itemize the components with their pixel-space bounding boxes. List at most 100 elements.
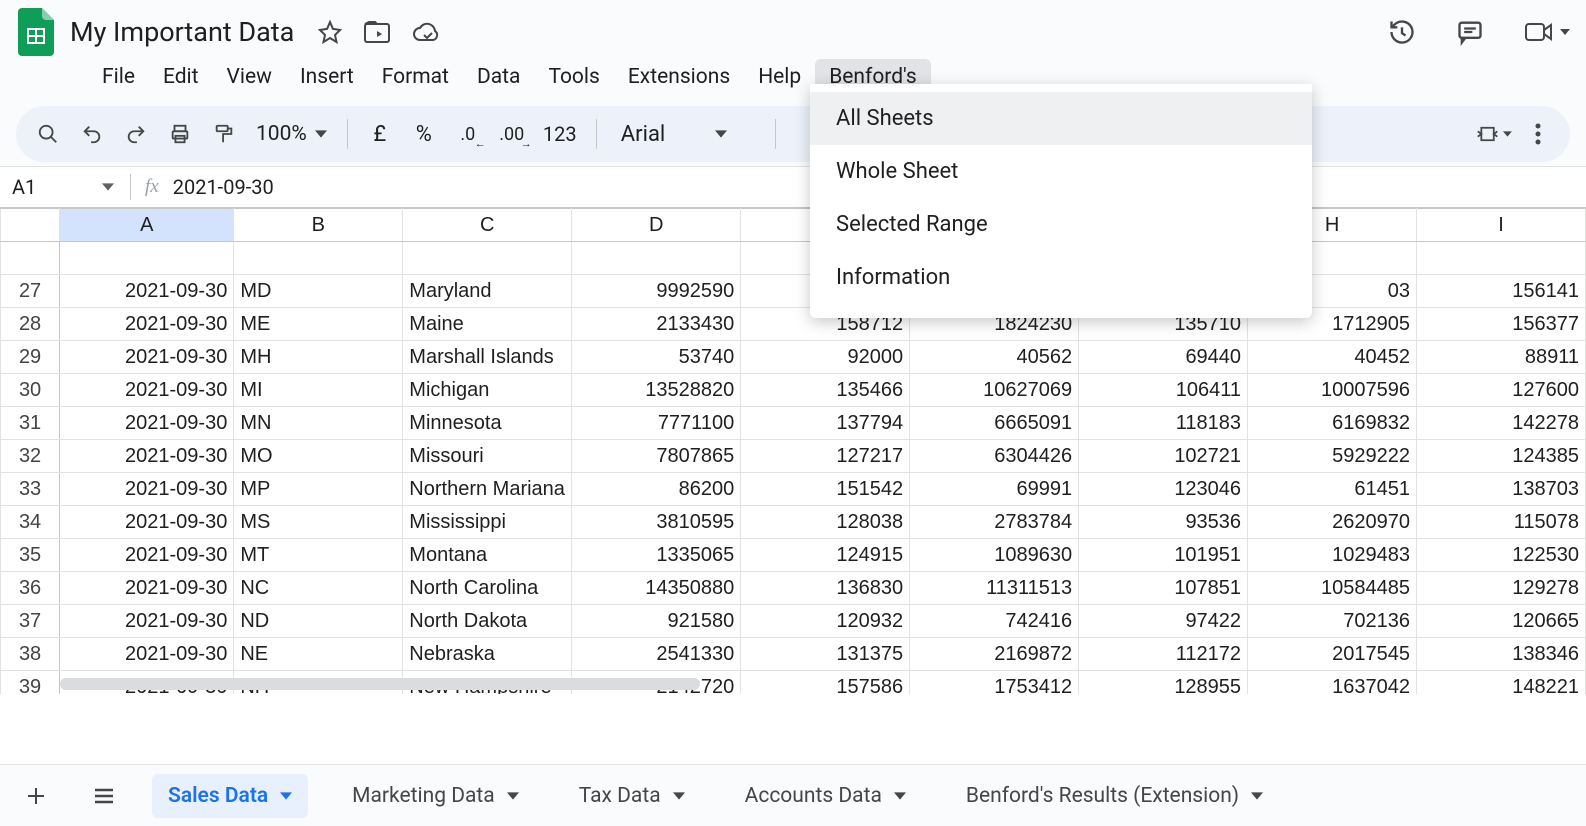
- cell[interactable]: 131375: [741, 638, 910, 671]
- row-header[interactable]: 37: [1, 605, 60, 638]
- grid-row[interactable]: 322021-09-30MOMissouri780786512721763044…: [1, 440, 1586, 473]
- cell[interactable]: 2021-09-30: [60, 275, 234, 308]
- cell[interactable]: 10584485: [1248, 572, 1417, 605]
- cell[interactable]: 1089630: [910, 539, 1079, 572]
- percent-button[interactable]: %: [406, 116, 442, 152]
- cell[interactable]: 7771100: [572, 407, 741, 440]
- cell[interactable]: 138346: [1417, 638, 1586, 671]
- column-header-C[interactable]: C: [403, 209, 572, 242]
- cell[interactable]: 2169872: [910, 638, 1079, 671]
- cell[interactable]: 2021-09-30: [60, 638, 234, 671]
- cell[interactable]: 137794: [741, 407, 910, 440]
- cell[interactable]: 2021-09-30: [60, 473, 234, 506]
- cell[interactable]: 128955: [1079, 671, 1248, 695]
- cell[interactable]: 151542: [741, 473, 910, 506]
- cell[interactable]: 1637042: [1248, 671, 1417, 695]
- cell[interactable]: 102721: [1079, 440, 1248, 473]
- currency-button[interactable]: £: [362, 116, 398, 152]
- increase-decimal-button[interactable]: .00→: [494, 116, 530, 152]
- cell[interactable]: North Carolina: [403, 572, 572, 605]
- grid-row[interactable]: 282021-09-30MEMaine213343015871218242301…: [1, 308, 1586, 341]
- cell[interactable]: 11311513: [910, 572, 1079, 605]
- cell[interactable]: 120932: [741, 605, 910, 638]
- grid-row[interactable]: 352021-09-30MTMontana1335065124915108963…: [1, 539, 1586, 572]
- cell[interactable]: 7807865: [572, 440, 741, 473]
- cell[interactable]: 128038: [741, 506, 910, 539]
- cell[interactable]: 120665: [1417, 605, 1586, 638]
- number-format-button[interactable]: 123: [538, 116, 582, 152]
- chevron-down-icon[interactable]: [280, 792, 292, 800]
- cell[interactable]: 921580: [572, 605, 741, 638]
- zoom-select[interactable]: 100%: [250, 122, 333, 146]
- cell[interactable]: 142278: [1417, 407, 1586, 440]
- row-header[interactable]: 31: [1, 407, 60, 440]
- row-header[interactable]: 35: [1, 539, 60, 572]
- cell[interactable]: MD: [234, 275, 403, 308]
- cell[interactable]: Michigan: [403, 374, 572, 407]
- menu-file[interactable]: File: [88, 59, 149, 95]
- row-header[interactable]: 28: [1, 308, 60, 341]
- cell[interactable]: 148221: [1417, 671, 1586, 695]
- cell[interactable]: NC: [234, 572, 403, 605]
- cell[interactable]: 136830: [741, 572, 910, 605]
- cell[interactable]: 53740: [572, 341, 741, 374]
- decrease-decimal-button[interactable]: .0←: [450, 116, 486, 152]
- cell[interactable]: ND: [234, 605, 403, 638]
- cell[interactable]: MP: [234, 473, 403, 506]
- cell[interactable]: 2133430: [572, 308, 741, 341]
- cell[interactable]: 9992590: [572, 275, 741, 308]
- cell[interactable]: Missouri: [403, 440, 572, 473]
- cell[interactable]: 2541330: [572, 638, 741, 671]
- grid-row[interactable]: 372021-09-30NDNorth Dakota92158012093274…: [1, 605, 1586, 638]
- cell[interactable]: MO: [234, 440, 403, 473]
- expand-toolbar-icon[interactable]: [1476, 116, 1512, 152]
- cell[interactable]: North Dakota: [403, 605, 572, 638]
- formula-input[interactable]: 2021-09-30: [173, 175, 274, 199]
- cell[interactable]: 2021-09-30: [60, 341, 234, 374]
- cell[interactable]: 3810595: [572, 506, 741, 539]
- menu-option-selected-range[interactable]: Selected Range: [810, 198, 1312, 251]
- cell[interactable]: 2783784: [910, 506, 1079, 539]
- cell[interactable]: 127600: [1417, 374, 1586, 407]
- sheet-tab-accounts-data[interactable]: Accounts Data: [729, 774, 922, 818]
- cell[interactable]: 14350880: [572, 572, 741, 605]
- row-header[interactable]: 36: [1, 572, 60, 605]
- cell[interactable]: 124915: [741, 539, 910, 572]
- cell[interactable]: 127217: [741, 440, 910, 473]
- cell[interactable]: 2021-09-30: [60, 374, 234, 407]
- cell[interactable]: 86200: [572, 473, 741, 506]
- cell[interactable]: Mississippi: [403, 506, 572, 539]
- column-header-I[interactable]: I: [1417, 209, 1586, 242]
- menu-option-information[interactable]: Information: [810, 251, 1312, 304]
- cell[interactable]: 93536: [1079, 506, 1248, 539]
- menu-option-whole-sheet[interactable]: Whole Sheet: [810, 145, 1312, 198]
- cell[interactable]: Nebraska: [403, 638, 572, 671]
- star-icon[interactable]: [318, 20, 342, 44]
- cell[interactable]: MT: [234, 539, 403, 572]
- cell[interactable]: 124385: [1417, 440, 1586, 473]
- cell[interactable]: 101951: [1079, 539, 1248, 572]
- name-box[interactable]: A1: [0, 175, 130, 199]
- row-header[interactable]: 29: [1, 341, 60, 374]
- row-header[interactable]: 39: [1, 671, 60, 695]
- cloud-icon[interactable]: [412, 20, 440, 44]
- cell[interactable]: 69991: [910, 473, 1079, 506]
- menu-extensions[interactable]: Extensions: [614, 59, 744, 95]
- cell[interactable]: 122530: [1417, 539, 1586, 572]
- menu-format[interactable]: Format: [368, 59, 463, 95]
- grid-row[interactable]: 302021-09-30MIMichigan135288201354661062…: [1, 374, 1586, 407]
- cell[interactable]: 40562: [910, 341, 1079, 374]
- cell[interactable]: ME: [234, 308, 403, 341]
- cell[interactable]: 118183: [1079, 407, 1248, 440]
- sheet-tab-marketing-data[interactable]: Marketing Data: [336, 774, 535, 818]
- cell[interactable]: 10627069: [910, 374, 1079, 407]
- cell[interactable]: 5929222: [1248, 440, 1417, 473]
- grid-row[interactable]: 342021-09-30MSMississippi381059512803827…: [1, 506, 1586, 539]
- cell[interactable]: 156141: [1417, 275, 1586, 308]
- menu-help[interactable]: Help: [744, 59, 815, 95]
- menu-view[interactable]: View: [213, 59, 286, 95]
- comment-icon[interactable]: [1456, 18, 1484, 46]
- cell[interactable]: 112172: [1079, 638, 1248, 671]
- sheets-logo[interactable]: [16, 5, 56, 59]
- cell[interactable]: 61451: [1248, 473, 1417, 506]
